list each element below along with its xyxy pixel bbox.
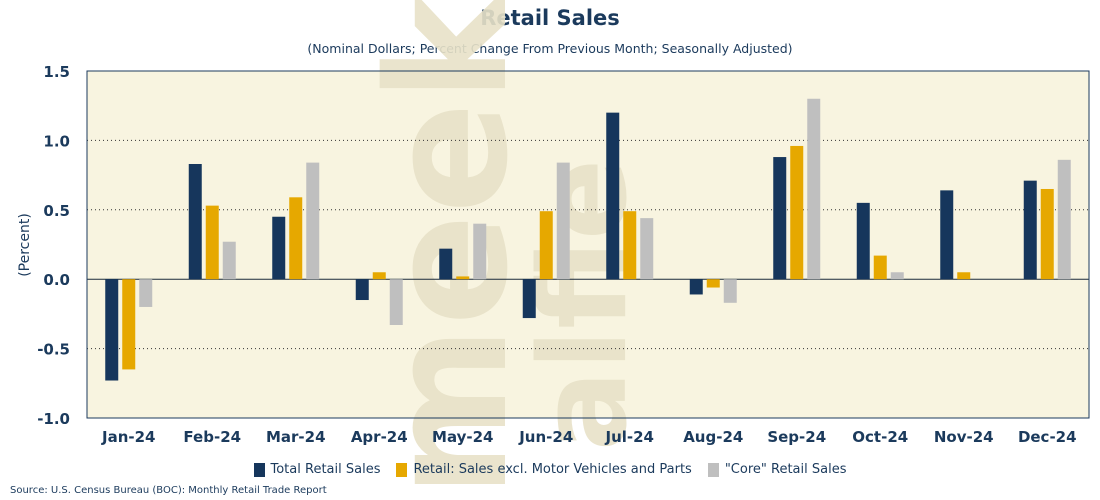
legend-label-total: Total Retail Sales: [270, 462, 381, 477]
bar-3-aug-24: [723, 279, 737, 303]
y-tick-label: 0.0: [43, 271, 70, 289]
bar-3-may-24: [473, 223, 487, 280]
bar-1-jun-24: [522, 279, 536, 319]
bar-3-apr-24: [389, 279, 403, 326]
source-note: Source: U.S. Census Bureau (BOC): Monthl…: [10, 485, 327, 496]
legend-swatch-total: [253, 462, 265, 477]
bar-1-apr-24: [355, 279, 369, 301]
legend-swatch-excl-motor: [396, 462, 408, 477]
watermark-line-1: alfie: [515, 159, 654, 451]
bar-3-jun-24: [556, 162, 570, 280]
x-tick-label: Aug-24: [683, 428, 743, 446]
bar-2-oct-24: [873, 255, 887, 280]
plot-border: [86, 70, 1090, 419]
bar-2-feb-24: [205, 205, 219, 280]
bar-3-oct-24: [890, 272, 904, 280]
bar-1-feb-24: [188, 163, 202, 280]
bar-3-mar-24: [306, 162, 320, 280]
bar-2-aug-24: [706, 279, 720, 288]
legend-item-total: Total Retail Sales: [253, 462, 381, 477]
legend: Total Retail Sales Retail: Sales excl. M…: [0, 462, 1100, 477]
bar-3-sep-24: [807, 98, 821, 280]
bar-3-jan-24: [139, 279, 153, 307]
bar-2-nov-24: [957, 272, 971, 280]
x-tick-label: Mar-24: [266, 428, 326, 446]
bar-3-jul-24: [640, 218, 654, 280]
y-tick-label: 1.0: [43, 132, 70, 150]
bar-1-jul-24: [606, 112, 620, 280]
bar-2-jun-24: [539, 211, 553, 280]
x-tick-label: Nov-24: [934, 428, 994, 446]
plot-area: [87, 71, 1089, 418]
bar-1-jan-24: [105, 279, 119, 381]
bar-1-dec-24: [1023, 180, 1037, 280]
x-tick-label: Oct-24: [852, 428, 908, 446]
bar-2-jul-24: [623, 211, 637, 280]
bar-1-oct-24: [856, 202, 870, 280]
y-tick-label: 0.5: [43, 202, 70, 220]
x-tick-label: Jul-24: [604, 428, 654, 446]
legend-label-core: "Core" Retail Sales: [724, 462, 847, 477]
x-tick-label: Sep-24: [767, 428, 826, 446]
bar-2-mar-24: [289, 197, 303, 280]
x-tick-label: Apr-24: [351, 428, 408, 446]
y-tick-label: -1.0: [37, 410, 70, 428]
bar-3-feb-24: [222, 241, 236, 280]
bar-1-aug-24: [689, 279, 703, 295]
bar-2-sep-24: [790, 145, 804, 280]
x-tick-label: May-24: [432, 428, 493, 446]
x-tick-label: Feb-24: [183, 428, 241, 446]
x-tick-label: Jan-24: [101, 428, 155, 446]
y-tick-label: 1.5: [43, 63, 70, 81]
bar-2-may-24: [456, 276, 470, 280]
legend-label-excl-motor: Retail: Sales excl. Motor Vehicles and P…: [413, 462, 692, 477]
legend-item-core: "Core" Retail Sales: [707, 462, 847, 477]
bar-2-apr-24: [372, 272, 386, 280]
chart-subtitle: (Nominal Dollars; Percent Change From Pr…: [307, 41, 793, 56]
x-tick-label: Jun-24: [518, 428, 573, 446]
y-axis-label: (Percent): [17, 213, 33, 277]
bar-1-sep-24: [773, 157, 787, 280]
bar-3-dec-24: [1057, 159, 1071, 280]
bar-2-dec-24: [1040, 188, 1054, 280]
y-tick-label: -0.5: [37, 341, 70, 359]
legend-item-excl-motor: Retail: Sales excl. Motor Vehicles and P…: [396, 462, 692, 477]
bar-2-jan-24: [122, 279, 136, 370]
x-tick-label: Dec-24: [1018, 428, 1077, 446]
legend-swatch-core: [707, 462, 719, 477]
chart-title: Retail Sales: [480, 6, 620, 30]
bar-1-mar-24: [272, 216, 286, 280]
bar-1-may-24: [439, 248, 453, 280]
bar-1-nov-24: [940, 190, 954, 280]
